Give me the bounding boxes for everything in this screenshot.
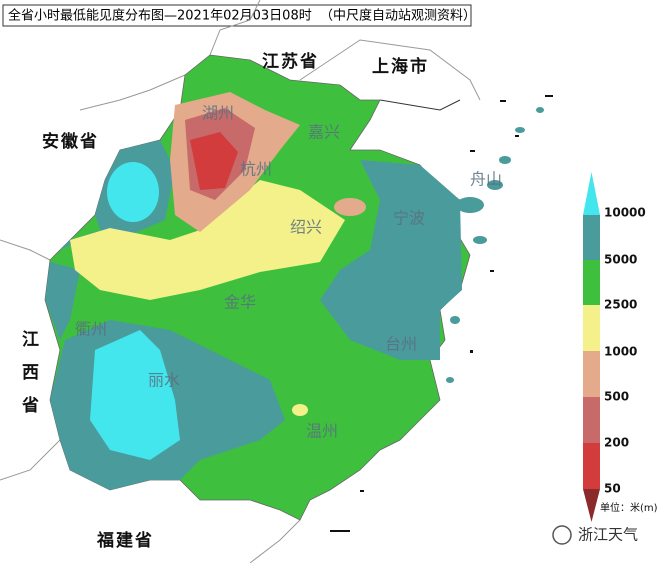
visibility-zone (320, 160, 462, 360)
visibility-zone (70, 180, 345, 300)
legend-label: 500 (604, 390, 629, 404)
province-label: 安徽省 (42, 131, 99, 152)
map-subtitle: （中尺度自动站观测资料） (320, 8, 476, 24)
legend-label: 10000 (604, 206, 646, 220)
city-label: 台州 (385, 335, 417, 354)
map-title: 全省小时最低能见度分布图—2021年02月03日08时 (8, 8, 312, 24)
visibility-zone (107, 162, 159, 222)
visibility-zone (190, 132, 238, 190)
islands (446, 107, 544, 383)
visibility-zone (90, 330, 180, 460)
city-label: 宁波 (393, 209, 425, 228)
city-label: 湖州 (202, 104, 234, 123)
legend-label: 1000 (604, 345, 637, 359)
legend-label: 2500 (604, 298, 637, 312)
city-label: 杭州 (240, 160, 272, 179)
visibility-zone (292, 404, 308, 416)
visibility-zone (45, 230, 100, 340)
legend-unit: 单位：米(m) (600, 501, 658, 514)
province-label: 江苏省 (262, 51, 319, 72)
legend-label: 5000 (604, 253, 637, 267)
watermark: 浙江天气 (578, 526, 638, 544)
province-label: 江西省 (18, 330, 40, 429)
city-label: 丽水 (148, 371, 180, 390)
city-label: 衢州 (75, 320, 107, 339)
province-label: 上海市 (372, 56, 429, 77)
visibility-zone (334, 198, 366, 216)
city-label: 绍兴 (290, 218, 322, 237)
province-label: 福建省 (96, 530, 154, 551)
province-borders (0, 0, 481, 563)
colorbar: 10000 5000 2500 1000 500 200 50 单位：米(m) (583, 172, 658, 522)
islands (330, 95, 553, 532)
city-label: 金华 (224, 293, 256, 312)
watermark-icon (552, 525, 572, 545)
title-box (2, 4, 472, 27)
city-label: 舟山 (470, 170, 502, 189)
city-label: 嘉兴 (308, 123, 340, 142)
legend-label: 50 (604, 482, 621, 496)
city-label: 温州 (306, 422, 338, 441)
legend-label: 200 (604, 436, 629, 450)
